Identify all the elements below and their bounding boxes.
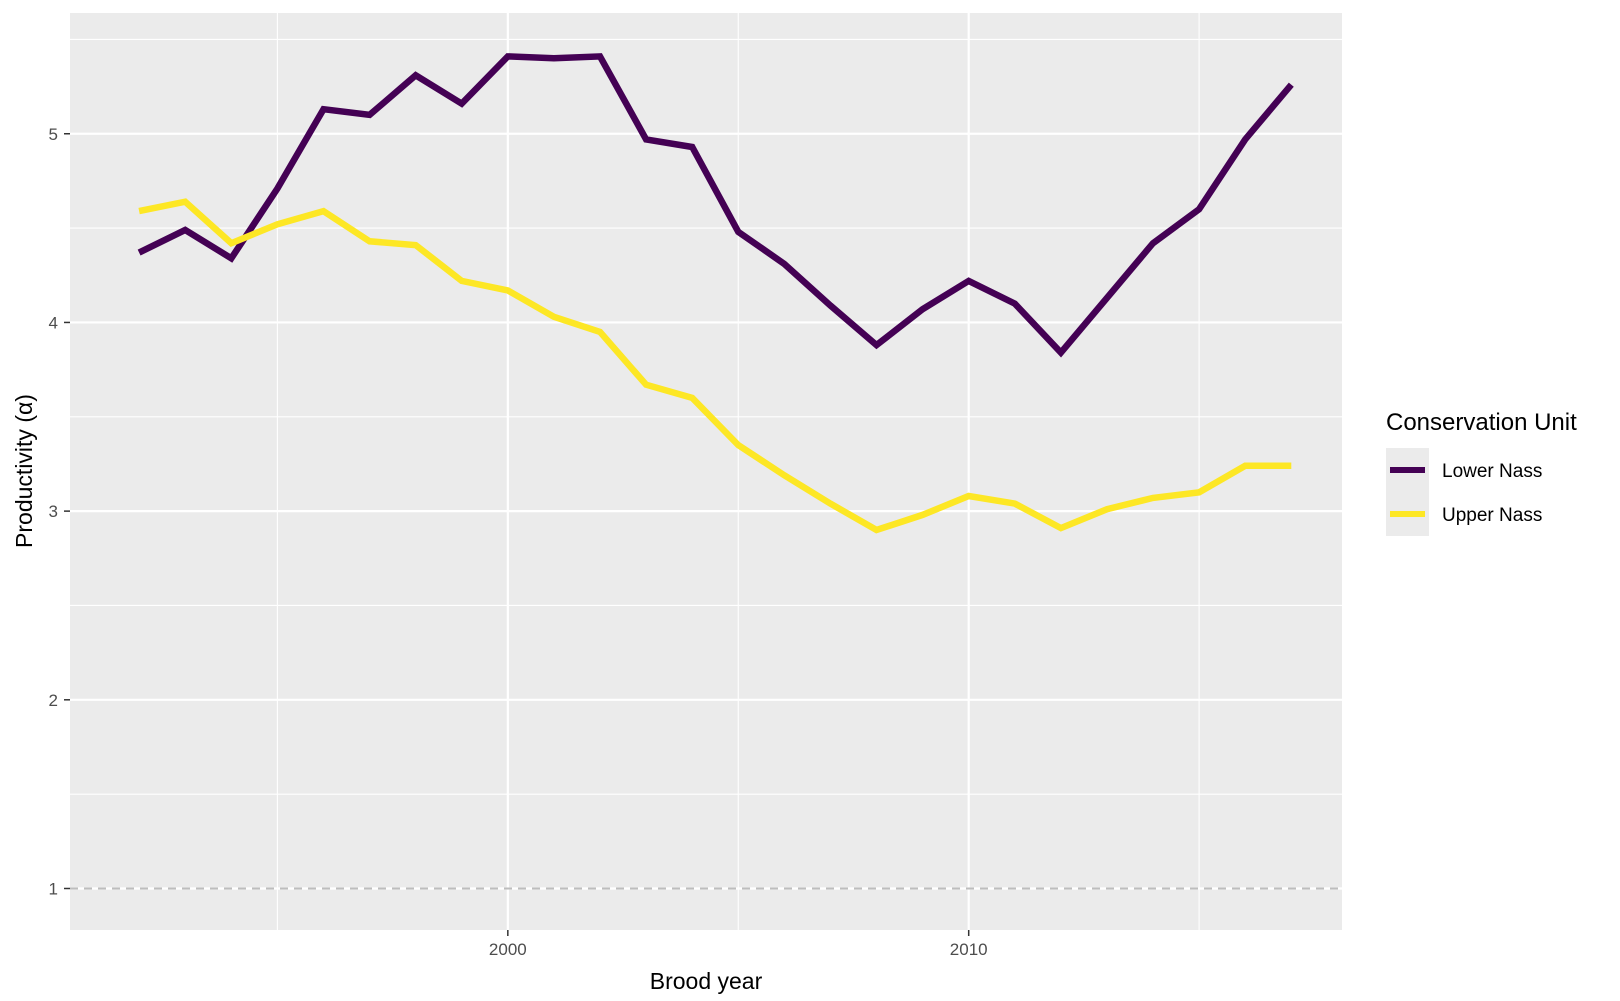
x-axis: 2000 2010 bbox=[489, 930, 988, 959]
y-tick-label: 3 bbox=[49, 502, 58, 521]
y-tick-label: 2 bbox=[49, 691, 58, 710]
y-axis-title: Productivity (α) bbox=[11, 394, 37, 548]
y-tick-label: 1 bbox=[49, 879, 58, 898]
plot-panel bbox=[70, 13, 1342, 930]
legend-title: Conservation Unit bbox=[1386, 409, 1577, 436]
x-tick-label: 2000 bbox=[489, 940, 527, 959]
series-line-0 bbox=[137, 53, 1294, 358]
y-axis: 1 2 3 4 5 bbox=[49, 125, 70, 898]
legend-label-lower-nass: Lower Nass bbox=[1442, 461, 1542, 482]
series-lines bbox=[137, 53, 1294, 534]
legend-key-background bbox=[1386, 448, 1429, 536]
legend: Conservation Unit Lower Nass Upper Nass bbox=[1386, 409, 1577, 536]
legend-label-upper-nass: Upper Nass bbox=[1442, 505, 1542, 526]
x-tick-label: 2010 bbox=[950, 940, 988, 959]
series-line-1 bbox=[138, 198, 1292, 534]
x-axis-title: Brood year bbox=[650, 968, 763, 994]
y-tick-label: 4 bbox=[49, 313, 58, 332]
minor-gridlines bbox=[70, 13, 1342, 930]
y-tick-label: 5 bbox=[49, 125, 58, 144]
